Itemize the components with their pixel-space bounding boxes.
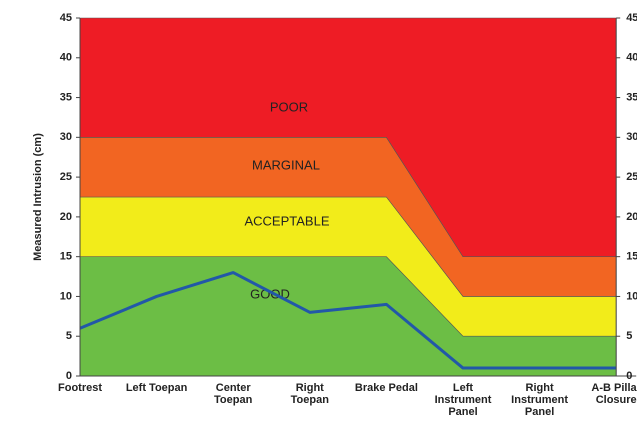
y-tick-label: 0 [66,370,72,382]
x-tick-label: Left Instrument Panel [434,382,492,418]
y2-tick-label: 45 [626,12,637,24]
y-tick-label: 40 [60,52,72,64]
y2-tick-label: 40 [626,52,637,64]
line [79,271,617,370]
x-tick-label: Center Toepan [214,382,253,406]
y2-tick-label: 25 [626,171,637,183]
y-tick-label: 15 [60,251,72,263]
y-tick-label: 25 [60,171,72,183]
y2-tick-label: 35 [626,91,637,103]
y2-tick-label: 5 [626,330,632,342]
y-tick-label: 35 [60,91,72,103]
y-tick-label: 45 [60,12,72,24]
x-tick-label: Right Toepan [290,382,329,406]
band-label: POOR [270,99,308,114]
y2-tick-label: 20 [626,211,637,223]
x-tick-label: Right Instrument Panel [511,382,569,418]
y2-tick-label: 0 [626,370,632,382]
y-tick-label: 10 [60,290,72,302]
y2-tick-label: 30 [626,131,637,143]
y2-tick-label: 10 [626,290,637,302]
band-label: MARGINAL [252,157,320,172]
y-tick-label: 30 [60,131,72,143]
x-tick-label: Left Toepan [125,382,188,394]
band-label: ACCEPTABLE [244,213,329,228]
y-tick-label: 5 [66,330,72,342]
x-tick-label: Footrest [58,382,102,394]
y-tick-label: 20 [60,211,72,223]
x-tick-label: A-B Pillar Closure [591,382,637,406]
y2-tick-label: 15 [626,251,637,263]
y-axis-label: Measured Intrusion (cm) [32,133,44,261]
x-tick-label: Brake Pedal [354,382,418,394]
